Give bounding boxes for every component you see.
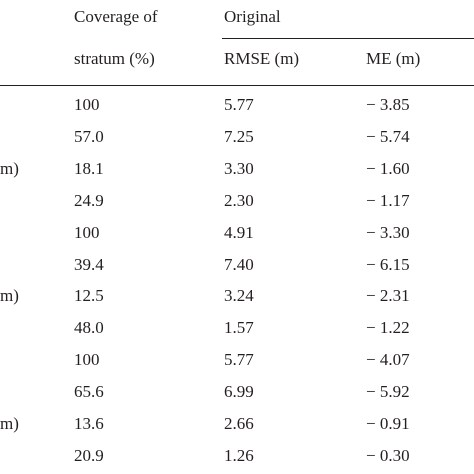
rmse-cell: 1.57 — [224, 318, 254, 338]
column-header: ME (m) — [366, 49, 421, 68]
column-header: RMSE (m) — [224, 49, 300, 68]
coverage-cell: 57.0 — [74, 126, 104, 146]
row-stub: m) — [0, 158, 19, 178]
coverage-cell: 39.4 — [74, 254, 104, 274]
rmse-cell: 7.40 — [224, 254, 254, 274]
column-header: Coverage of — [74, 7, 158, 26]
me-cell: − 1.22 — [366, 318, 410, 338]
coverage-cell: 18.1 — [74, 158, 104, 178]
me-cell: − 2.31 — [366, 286, 410, 306]
me-cell: − 3.30 — [366, 222, 410, 242]
group-header: Original — [224, 7, 281, 26]
rmse-cell: 4.91 — [224, 222, 254, 242]
header-rule — [0, 85, 474, 86]
me-cell: − 1.17 — [366, 190, 410, 210]
me-cell: − 0.91 — [366, 414, 410, 433]
rmse-cell: 5.77 — [224, 350, 254, 370]
me-cell: − 5.92 — [366, 382, 410, 402]
rmse-cell: 6.99 — [224, 382, 254, 402]
rmse-cell: 3.30 — [224, 158, 254, 178]
me-cell: − 3.85 — [366, 95, 410, 114]
me-cell: − 5.74 — [366, 126, 410, 146]
me-cell: − 1.60 — [366, 158, 410, 178]
rmse-cell: 3.24 — [224, 286, 254, 306]
rmse-cell: 2.66 — [224, 414, 254, 433]
row-stub: m) — [0, 286, 19, 306]
coverage-cell: 100 — [74, 222, 100, 242]
rmse-cell: 5.77 — [224, 95, 254, 114]
rmse-cell: 7.25 — [224, 126, 254, 146]
row-stub: m) — [0, 414, 19, 433]
coverage-cell: 100 — [74, 350, 100, 370]
coverage-cell: 100 — [74, 95, 100, 114]
group-rule — [222, 38, 474, 39]
me-cell: − 4.07 — [366, 350, 410, 370]
coverage-cell: 65.6 — [74, 382, 104, 402]
me-cell: − 0.30 — [366, 445, 410, 465]
rmse-cell: 1.26 — [224, 445, 254, 465]
coverage-cell: 12.5 — [74, 286, 104, 306]
rmse-cell: 2.30 — [224, 190, 254, 210]
coverage-cell: 20.9 — [74, 445, 104, 465]
coverage-cell: 24.9 — [74, 190, 104, 210]
column-header: stratum (%) — [74, 49, 155, 68]
coverage-cell: 48.0 — [74, 318, 104, 338]
me-cell: − 6.15 — [366, 254, 410, 274]
coverage-cell: 13.6 — [74, 414, 104, 433]
